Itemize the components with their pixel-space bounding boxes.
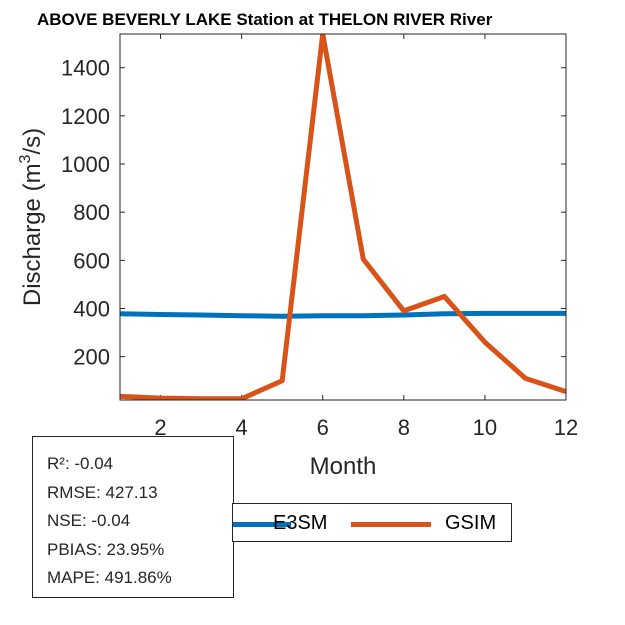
series-line-gsim	[120, 34, 566, 400]
stat-mape: MAPE: 491.86%	[47, 568, 172, 587]
y-tick-label: 1200	[61, 104, 110, 129]
x-tick-label: 12	[554, 415, 578, 440]
chart-title: ABOVE BEVERLY LAKE Station at THELON RIV…	[37, 10, 493, 29]
legend-e3sm-swatch	[233, 522, 291, 527]
y-tick-label: 1400	[61, 56, 110, 81]
y-axis-label: Discharge (m3/s)	[17, 128, 46, 306]
y-tick-label: 1000	[61, 152, 110, 177]
stat-rmse: RMSE: 427.13	[47, 482, 158, 502]
x-tick-label: 10	[473, 415, 497, 440]
series-line-e3sm	[120, 310, 566, 319]
legend-gsim-label: GSIM	[445, 512, 497, 534]
y-tick-label: 200	[73, 345, 110, 370]
stat-pbias: PBIAS: 23.95%	[47, 539, 165, 559]
legend-e3sm-label: E3SM	[273, 512, 328, 534]
stat-nse: NSE: -0.04	[47, 511, 131, 530]
statistics-box: R²: -0.04 RMSE: 427.13 NSE: -0.04 PBIAS:…	[32, 436, 234, 598]
x-tick-label: 2	[154, 415, 166, 440]
x-tick-label: 6	[317, 415, 329, 440]
y-tick-label: 800	[73, 200, 110, 225]
x-axis-label: Month	[310, 453, 377, 480]
y-tick-label: 400	[73, 297, 110, 322]
x-tick-label: 8	[398, 415, 410, 440]
plot-area	[120, 34, 566, 400]
x-tick-label: 4	[236, 415, 248, 440]
legend-gsim-swatch	[351, 522, 431, 527]
y-tick-label: 600	[73, 248, 110, 273]
stat-r2: R²: -0.04	[47, 454, 114, 473]
plot-border	[119, 33, 567, 401]
chart-legend: E3SM GSIM	[232, 503, 512, 542]
